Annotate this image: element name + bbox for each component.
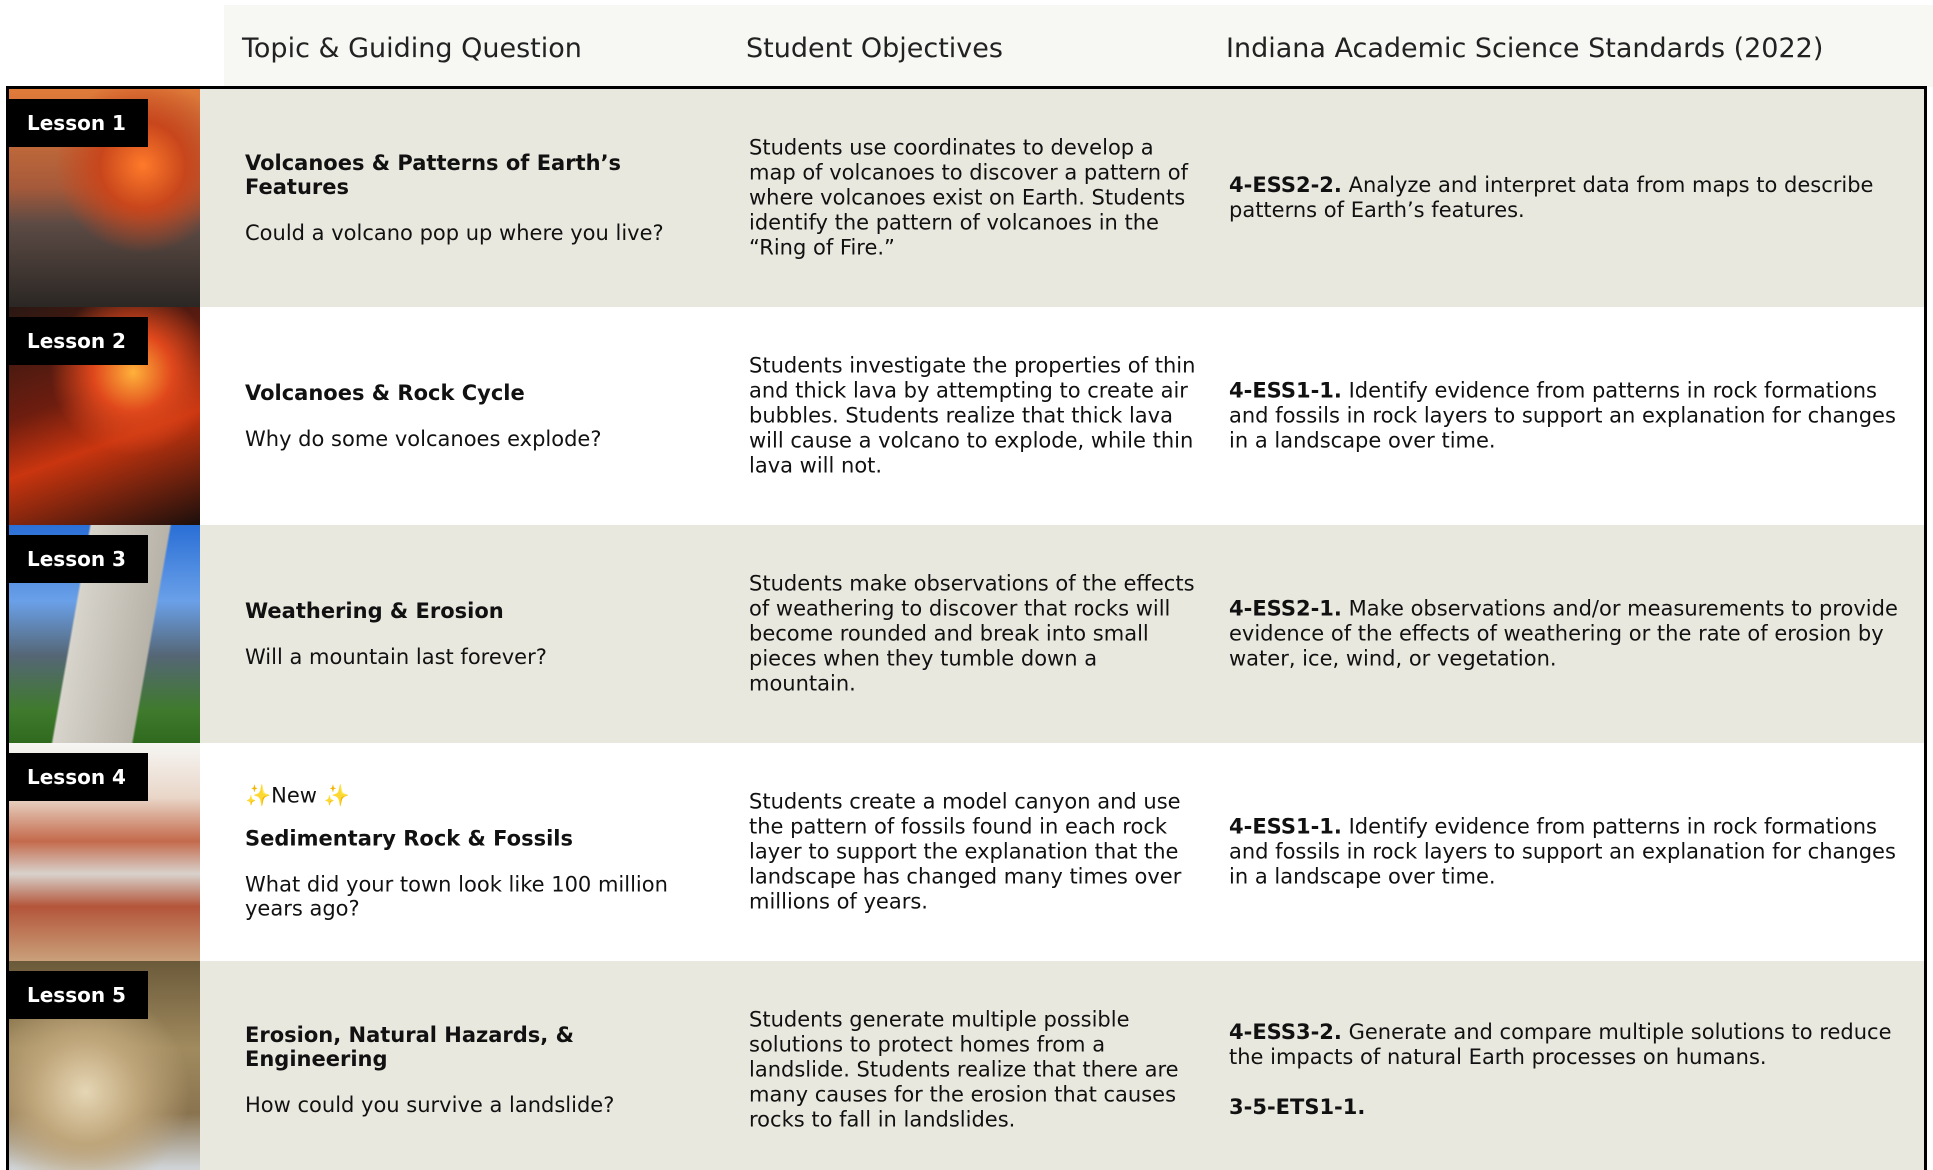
objectives: Students generate multiple possible solu… bbox=[749, 1007, 1179, 1132]
topic-cell: Weathering & Erosion Will a mountain last… bbox=[245, 599, 715, 669]
topic-cell: Erosion, Natural Hazards, & Engineering H… bbox=[245, 1023, 715, 1117]
standard-code: 4-ESS1-1. bbox=[1229, 378, 1342, 403]
standard: 4-ESS1-1. Identify evidence from pattern… bbox=[1229, 379, 1919, 454]
guiding-question: Why do some volcanoes explode? bbox=[245, 427, 602, 451]
lesson-label: Lesson 5 bbox=[9, 971, 148, 1019]
lesson-label: Lesson 2 bbox=[9, 317, 148, 365]
guiding-question: How could you survive a landslide? bbox=[245, 1093, 615, 1117]
topic-title: Sedimentary Rock & Fossils bbox=[245, 826, 574, 851]
standard: 3-5-ETS1-1. bbox=[1229, 1095, 1919, 1120]
lesson-label: Lesson 1 bbox=[9, 99, 148, 147]
standard-text: Identify evidence from patterns in rock … bbox=[1229, 814, 1896, 889]
standard-code: 3-5-ETS1-1. bbox=[1229, 1095, 1366, 1119]
standard: 4-ESS2-1. Make observations and/or measu… bbox=[1229, 597, 1919, 672]
lesson-row: Lesson 5 Erosion, Natural Hazards, & Engi… bbox=[9, 961, 1924, 1170]
header: Topic & Guiding Question Student Objecti… bbox=[224, 5, 1933, 87]
lesson-row: Lesson 4 ✨New ✨ Sedimentary Rock & Fossils… bbox=[9, 743, 1924, 961]
objectives: Students investigate the properties of t… bbox=[749, 353, 1196, 478]
standard-text: Generate and compare multiple solutions … bbox=[1229, 1020, 1892, 1069]
topic-title: Volcanoes & Patterns of Earth’s Features bbox=[245, 151, 622, 199]
topic-cell: Volcanoes & Rock Cycle Why do some volcan… bbox=[245, 381, 715, 451]
standard: 4-ESS1-1. Identify evidence from pattern… bbox=[1229, 815, 1919, 890]
column-header: Topic & Guiding Question bbox=[242, 33, 582, 64]
standards-cell: 4-ESS1-1. Identify evidence from pattern… bbox=[1229, 815, 1919, 890]
standards-cell: 4-ESS1-1. Identify evidence from pattern… bbox=[1229, 379, 1919, 454]
objectives: Students create a model canyon and use t… bbox=[749, 789, 1182, 914]
standard-code: 4-ESS2-2. bbox=[1229, 173, 1342, 197]
column-header: Student Objectives bbox=[746, 33, 1003, 64]
standard-code: 4-ESS3-2. bbox=[1229, 1020, 1342, 1044]
lesson-row: Lesson 2 Volcanoes & Rock Cycle Why do som… bbox=[9, 307, 1924, 525]
standard-text: Make observations and/or measurements to… bbox=[1229, 596, 1898, 671]
lesson-row: Lesson 1 Volcanoes & Patterns of Earth’s … bbox=[9, 89, 1924, 307]
topic-title: Erosion, Natural Hazards, & Engineering bbox=[245, 1023, 574, 1071]
standard-text: Identify evidence from patterns in rock … bbox=[1229, 378, 1896, 453]
guiding-question: Will a mountain last forever? bbox=[245, 645, 547, 669]
lesson-table: Lesson 1 Volcanoes & Patterns of Earth’s … bbox=[6, 86, 1927, 1170]
standard-code: 4-ESS2-1. bbox=[1229, 596, 1342, 621]
standards-cell: 4-ESS2-1. Make observations and/or measu… bbox=[1229, 597, 1919, 672]
standards-cell: 4-ESS3-2. Generate and compare multiple … bbox=[1229, 1020, 1919, 1120]
topic-cell: Volcanoes & Patterns of Earth’s Features… bbox=[245, 151, 715, 245]
objectives: Students use coordinates to develop a ma… bbox=[749, 135, 1189, 260]
lesson-row: Lesson 3 Weathering & Erosion Will a mount… bbox=[9, 525, 1924, 743]
standard-text: Analyze and interpret data from maps to … bbox=[1229, 173, 1874, 222]
topic-title: Volcanoes & Rock Cycle bbox=[245, 381, 525, 405]
standard: 4-ESS2-2. Analyze and interpret data fro… bbox=[1229, 173, 1919, 223]
topic-title: Weathering & Erosion bbox=[245, 599, 504, 623]
column-header: Indiana Academic Science Standards (2022… bbox=[1226, 33, 1824, 64]
guiding-question: What did your town look like 100 million… bbox=[245, 872, 668, 921]
guiding-question: Could a volcano pop up where you live? bbox=[245, 221, 664, 245]
lesson-label: Lesson 4 bbox=[9, 753, 148, 801]
standards-cell: 4-ESS2-2. Analyze and interpret data fro… bbox=[1229, 173, 1919, 223]
standard: 4-ESS3-2. Generate and compare multiple … bbox=[1229, 1020, 1919, 1070]
standard-code: 4-ESS1-1. bbox=[1229, 814, 1342, 839]
objectives: Students make observations of the effect… bbox=[749, 571, 1195, 696]
new-tag: ✨New ✨ bbox=[245, 783, 350, 808]
topic-cell: ✨New ✨ Sedimentary Rock & Fossils What did… bbox=[245, 784, 715, 921]
lesson-label: Lesson 3 bbox=[9, 535, 148, 583]
